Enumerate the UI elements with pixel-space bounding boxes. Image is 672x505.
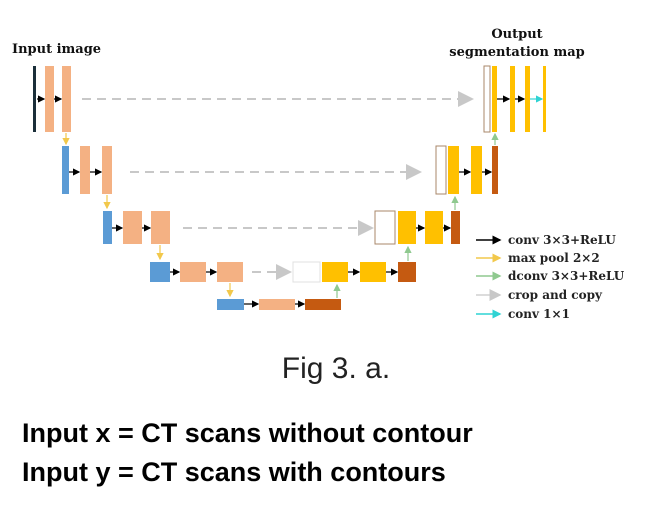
feature-block xyxy=(398,211,416,244)
decoder-level-4 xyxy=(292,261,416,283)
feature-block xyxy=(451,211,460,244)
feature-block xyxy=(150,262,170,282)
decoder-level-1 xyxy=(483,65,546,133)
feature-block xyxy=(322,262,348,282)
feature-block xyxy=(151,211,170,244)
encoder-level-1 xyxy=(33,66,71,132)
input-image-label: Input image xyxy=(12,42,101,57)
input-x-description: Input x = CT scans without contour xyxy=(22,418,473,448)
feature-block xyxy=(398,262,416,282)
cropped-block xyxy=(292,261,321,283)
feature-block xyxy=(510,66,515,132)
cropped-block xyxy=(435,145,447,195)
decoder-level-3 xyxy=(374,210,460,245)
input-y-description: Input y = CT scans with contours xyxy=(22,457,446,487)
feature-block xyxy=(492,66,497,132)
segmentation-map-label: segmentation map xyxy=(449,45,584,60)
legend-item-conv1x1: conv 1×1 xyxy=(508,307,570,321)
input-block xyxy=(33,66,36,132)
feature-block xyxy=(80,146,90,194)
cropped-block xyxy=(483,65,491,133)
feature-block xyxy=(217,299,244,310)
feature-block xyxy=(45,66,54,132)
feature-block xyxy=(471,146,482,194)
feature-block xyxy=(103,211,112,244)
feature-block xyxy=(360,262,386,282)
unet-diagram: Input image Output segmentation map xyxy=(12,27,625,321)
feature-block xyxy=(217,262,243,282)
cropped-block xyxy=(374,210,396,245)
output-label: Output xyxy=(491,27,542,42)
feature-block xyxy=(492,146,498,194)
legend-item-maxpool: max pool 2×2 xyxy=(508,251,600,265)
legend-item-crop: crop and copy xyxy=(508,288,603,302)
feature-block xyxy=(525,66,530,132)
feature-block xyxy=(425,211,443,244)
legend-item-dconv: dconv 3×3+ReLU xyxy=(508,269,625,283)
feature-block xyxy=(448,146,459,194)
legend: conv 3×3+ReLU max pool 2×2 dconv 3×3+ReL… xyxy=(476,233,625,321)
feature-block xyxy=(259,299,295,310)
output-block xyxy=(543,66,546,132)
feature-block xyxy=(62,146,69,194)
legend-item-conv: conv 3×3+ReLU xyxy=(508,233,616,247)
figure-caption: Fig 3. a. xyxy=(281,352,391,385)
encoder-level-2 xyxy=(62,146,112,194)
encoder-level-3 xyxy=(103,211,170,244)
feature-block xyxy=(62,66,71,132)
bottleneck xyxy=(217,299,341,310)
feature-block xyxy=(305,299,341,310)
encoder-level-4 xyxy=(150,262,243,282)
feature-block xyxy=(123,211,142,244)
decoder-level-2 xyxy=(435,145,498,195)
feature-block xyxy=(180,262,206,282)
feature-block xyxy=(102,146,112,194)
